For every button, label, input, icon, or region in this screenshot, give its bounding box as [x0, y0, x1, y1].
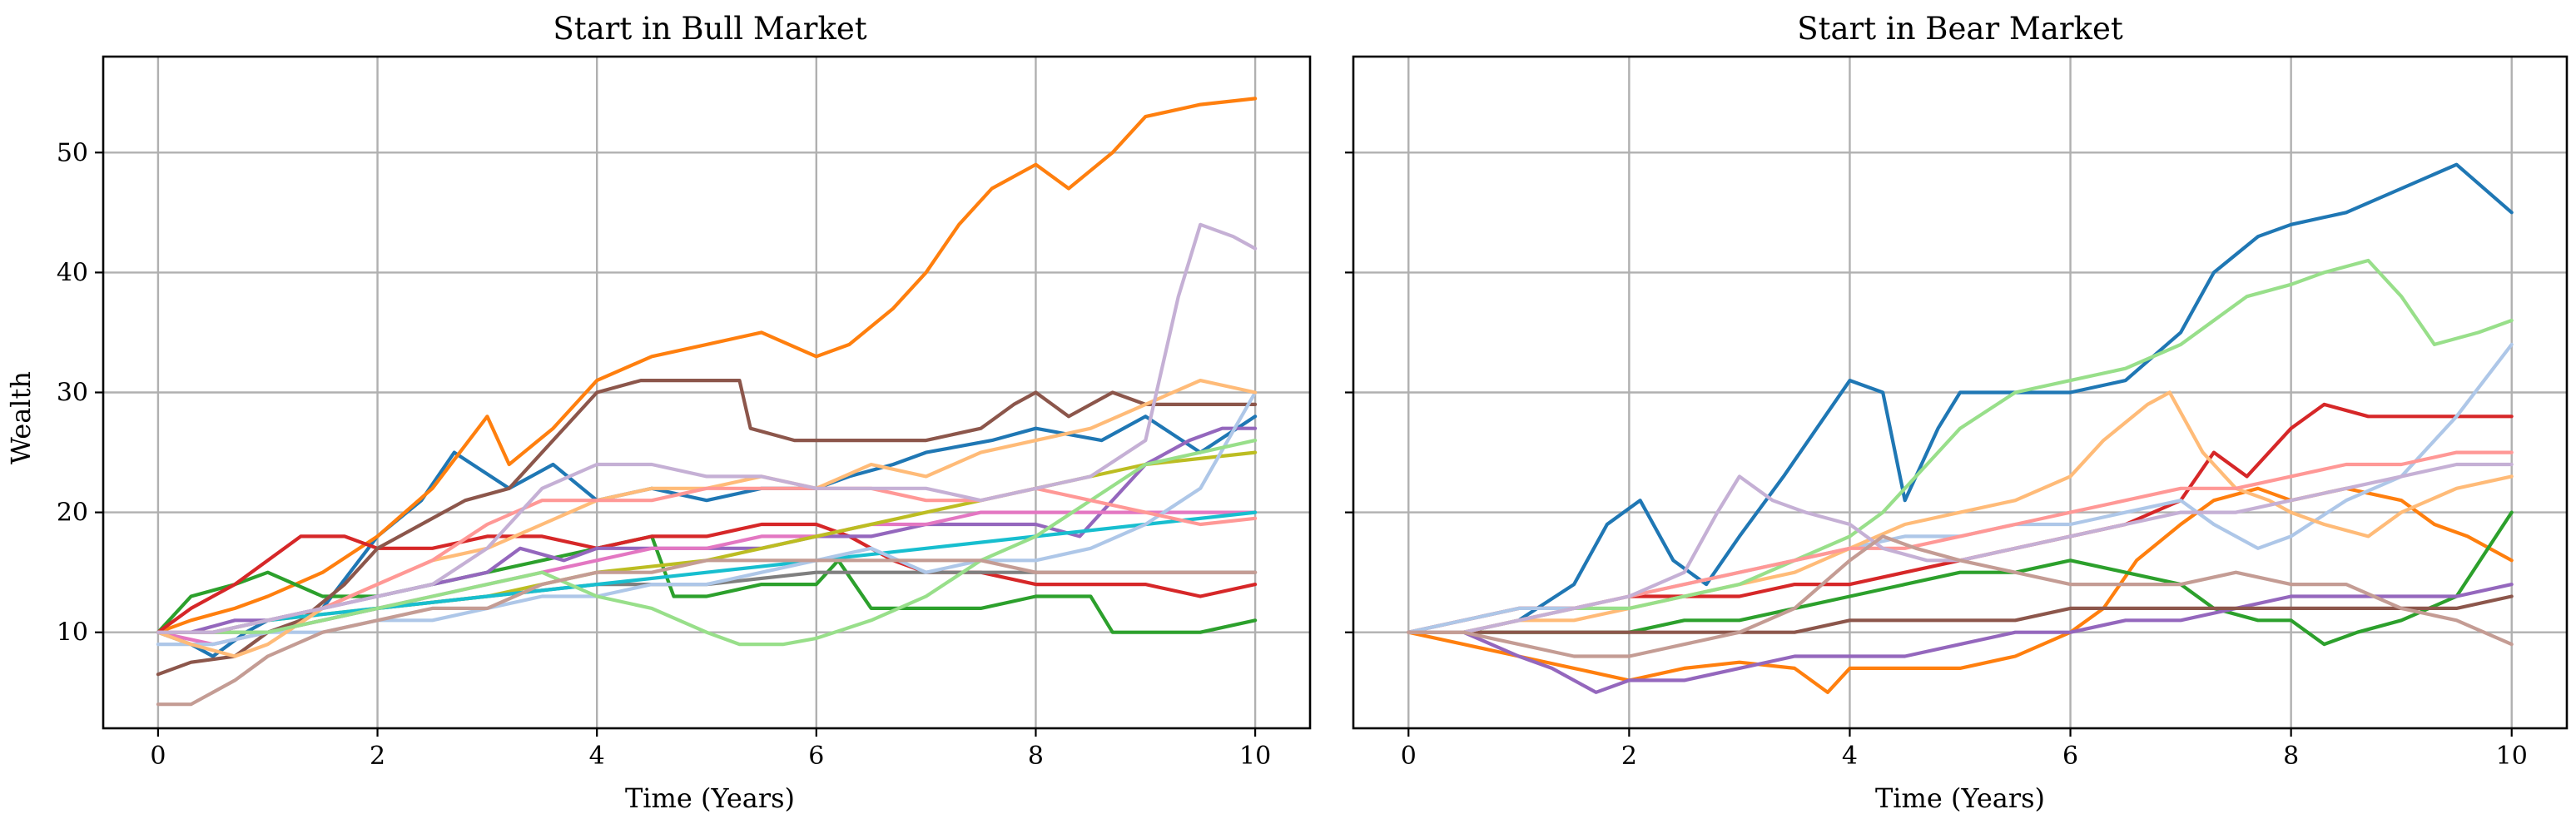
- x-tick-label: 4: [589, 742, 605, 771]
- y-tick-label: 30: [57, 379, 88, 408]
- series-line-12: [1407, 534, 2514, 658]
- series-line-9: [1407, 258, 2514, 634]
- series-line-16: [156, 558, 1258, 707]
- x-tick-label: 0: [150, 742, 166, 771]
- series-group-bear: [1407, 162, 2514, 694]
- x-tick-label: 10: [2496, 742, 2528, 771]
- y-tick-label: 10: [57, 618, 88, 648]
- series-line-6: [1407, 594, 2514, 634]
- x-tick-label: 6: [808, 742, 824, 771]
- series-line-10: [1407, 450, 2514, 634]
- panel-bull-market: Start in Bull Market Time (Years) Wealth…: [5, 11, 1312, 814]
- series-line-9: [156, 450, 1258, 634]
- ticks-bear: 0 2 4 6 8 10: [1345, 151, 2528, 771]
- series-line-1: [1407, 162, 2514, 634]
- y-tick-label: 20: [57, 499, 88, 528]
- y-axis-label: Wealth: [5, 371, 37, 464]
- x-axis-label-bear: Time (Years): [1875, 782, 2045, 814]
- ticks-bull: 0 2 4 6 8 10 10 20 30 40 50: [57, 138, 1271, 771]
- series-line-3: [1407, 510, 2514, 647]
- x-tick-label: 8: [1028, 742, 1044, 771]
- series-line-7: [156, 510, 1258, 647]
- series-line-5: [1407, 583, 2514, 694]
- series-line-2: [156, 97, 1258, 634]
- series-line-3: [156, 534, 1258, 634]
- x-tick-label: 4: [1842, 742, 1858, 771]
- series-line-13: [156, 439, 1258, 647]
- x-axis-label-bull: Time (Years): [625, 782, 795, 814]
- series-group-bull: [156, 97, 1258, 707]
- x-tick-label: 8: [2283, 742, 2299, 771]
- y-tick-label: 50: [57, 138, 88, 167]
- x-tick-label: 6: [2062, 742, 2078, 771]
- series-line-15: [156, 222, 1258, 634]
- series-line-11: [1407, 462, 2514, 634]
- y-tick-label: 40: [57, 258, 88, 287]
- series-line-14: [156, 486, 1258, 634]
- x-tick-label: 2: [1621, 742, 1637, 771]
- chart-title-bear: Start in Bear Market: [1797, 11, 2123, 47]
- series-line-2: [1407, 486, 2514, 694]
- series-line-6: [156, 379, 1258, 677]
- chart-title-bull: Start in Bull Market: [553, 11, 866, 47]
- x-tick-label: 10: [1239, 742, 1271, 771]
- x-tick-label: 2: [370, 742, 385, 771]
- series-line-4: [156, 522, 1258, 634]
- panel-bear-market: Start in Bear Market Time (Years) 0 2 4 6 8 1…: [1345, 11, 2569, 814]
- x-tick-label: 0: [1401, 742, 1417, 771]
- series-line-4: [1407, 402, 2514, 634]
